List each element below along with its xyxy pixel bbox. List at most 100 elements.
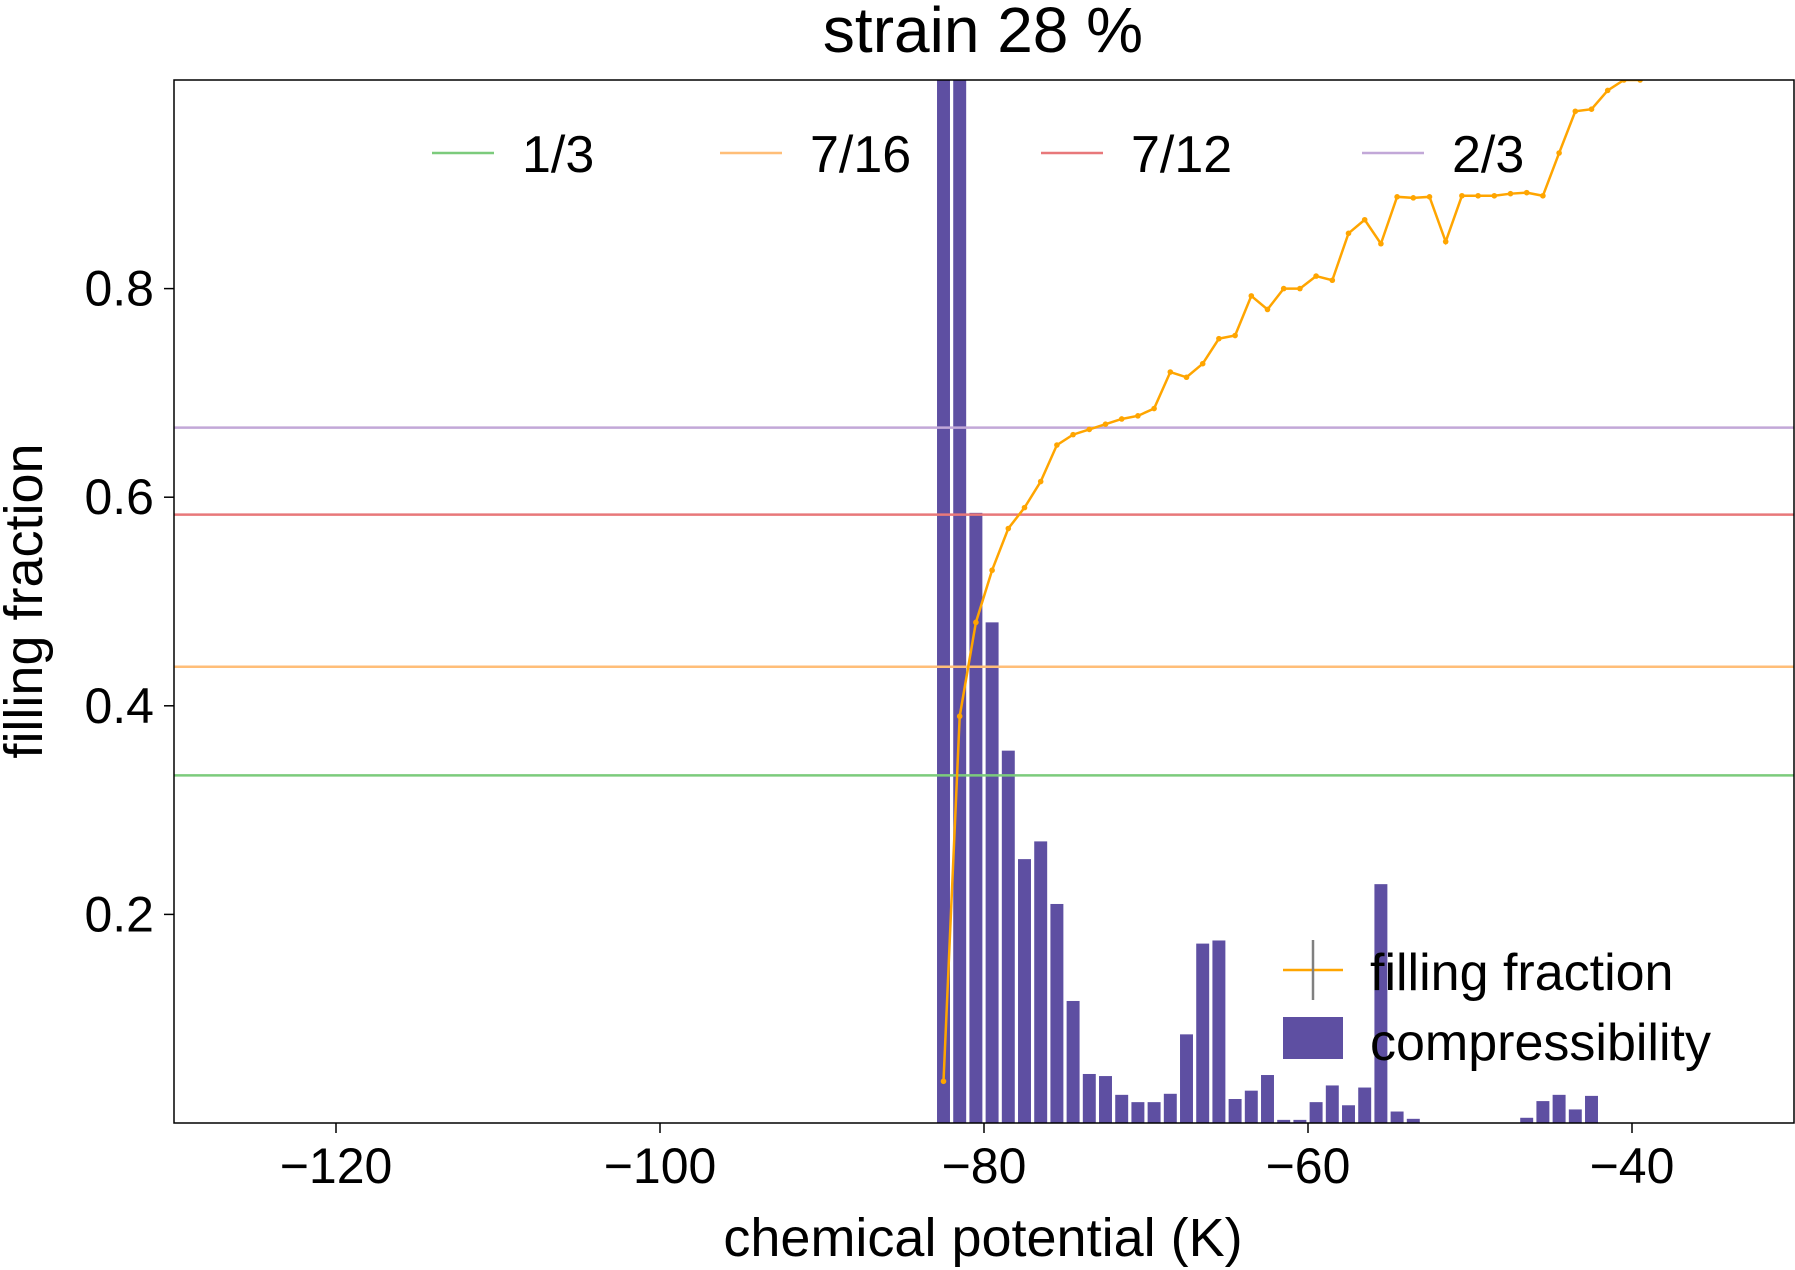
- filling-fraction-point: [1410, 195, 1417, 201]
- compressibility-bar: [1309, 1102, 1323, 1123]
- x-axis: −120 −100 −80 −60 −40: [280, 1123, 1675, 1194]
- compressibility-bar: [1325, 1085, 1339, 1123]
- filling-fraction-point: [1442, 238, 1449, 245]
- filling-fraction-point: [1199, 360, 1206, 367]
- filling-fraction-point: [1118, 416, 1125, 422]
- filling-fraction-point: [1313, 273, 1319, 279]
- reference-lines-legend: 1/3 7/16 7/12 2/3: [432, 126, 1524, 184]
- filling-fraction-point: [1183, 374, 1190, 381]
- filling-fraction-point: [1248, 293, 1255, 299]
- plot-area: [174, 80, 1794, 1123]
- compressibility-bar: [1228, 1099, 1242, 1123]
- filling-fraction-point: [1005, 525, 1012, 532]
- compressibility-bar: [1261, 1075, 1274, 1123]
- compressibility-bar: [1066, 1000, 1080, 1123]
- filling-fraction-point: [1021, 504, 1028, 511]
- compressibility-bar: [937, 80, 950, 1123]
- filling-fraction-point: [1054, 442, 1060, 448]
- filling-fraction-point: [1037, 478, 1044, 485]
- compressibility-bar: [1180, 1034, 1193, 1123]
- y-axis: 0.2 0.4 0.6 0.8: [84, 261, 174, 942]
- filling-fraction-point: [1232, 332, 1238, 339]
- filling-fraction-point: [1426, 194, 1433, 200]
- legend-swatch-bar: [1283, 1017, 1343, 1059]
- x-tick-label: −120: [280, 1138, 393, 1194]
- legend-label: filling fraction: [1370, 944, 1673, 1002]
- filling-fraction-point: [1345, 230, 1352, 237]
- x-axis-label: chemical potential (K): [723, 1208, 1242, 1268]
- compressibility-bar: [1406, 1118, 1420, 1123]
- compressibility-bar: [1342, 1105, 1355, 1123]
- compressibility-bar: [1358, 1087, 1372, 1123]
- filling-fraction-point: [1523, 189, 1530, 196]
- compressibility-bar: [1131, 1102, 1145, 1123]
- compressibility-bar: [1099, 1076, 1112, 1123]
- x-tick-label: −80: [942, 1138, 1027, 1194]
- compressibility-bar: [1374, 884, 1388, 1123]
- filling-fraction-point: [1459, 192, 1465, 199]
- filling-fraction-point: [1361, 216, 1368, 223]
- compressibility-bar: [1001, 750, 1015, 1123]
- series-legend: filling fraction compressibility: [1283, 940, 1711, 1072]
- compressibility-bar: [1018, 859, 1031, 1123]
- compressibility-bar: [1536, 1101, 1550, 1123]
- filling-fraction-point: [1135, 413, 1141, 419]
- filling-fraction-point: [1394, 194, 1400, 200]
- compressibility-bar: [1293, 1119, 1307, 1123]
- compressibility-bar: [1277, 1119, 1291, 1123]
- filling-fraction-point: [1297, 285, 1303, 292]
- filling-fraction-point: [1507, 190, 1514, 197]
- legend-label: 1/3: [522, 126, 594, 184]
- filling-fraction-line: [942, 80, 1641, 1082]
- filling-fraction-point: [1588, 106, 1595, 113]
- filling-fraction-point: [1102, 421, 1109, 427]
- filling-fraction-point: [1329, 277, 1336, 284]
- filling-fraction-point: [1086, 426, 1093, 433]
- compressibility-bar: [969, 512, 983, 1123]
- filling-fraction-point: [1540, 192, 1546, 199]
- filling-fraction-point: [1151, 405, 1157, 412]
- compressibility-bar: [1034, 841, 1048, 1123]
- filling-fraction-point: [940, 1078, 947, 1085]
- x-tick-label: −60: [1266, 1138, 1351, 1194]
- filling-fraction-point: [1070, 431, 1076, 438]
- compressibility-bar: [1115, 1094, 1129, 1123]
- filling-fraction-point: [1491, 192, 1498, 199]
- legend-label: 7/16: [810, 126, 911, 184]
- compressibility-bar: [1196, 943, 1210, 1123]
- filling-fraction-point: [1216, 335, 1222, 342]
- compressibility-bar: [1147, 1102, 1161, 1123]
- y-axis-label: filling fraction: [0, 443, 54, 758]
- compressibility-bar: [1390, 1111, 1404, 1123]
- filling-fraction-point: [1556, 150, 1562, 156]
- compressibility-bar: [953, 80, 967, 1123]
- filling-fraction-point: [956, 713, 963, 720]
- filling-fraction-point: [1167, 369, 1174, 375]
- legend-label: 7/12: [1131, 126, 1232, 184]
- y-tick-label: 0.8: [84, 261, 154, 317]
- compressibility-bar: [1050, 903, 1064, 1123]
- y-tick-label: 0.6: [84, 469, 154, 525]
- legend-label: 2/3: [1452, 126, 1524, 184]
- filling-fraction-point: [1475, 192, 1481, 199]
- x-tick-label: −40: [1590, 1138, 1675, 1194]
- y-tick-label: 0.4: [84, 678, 154, 734]
- filling-fraction-point: [1280, 285, 1287, 292]
- legend-label: compressibility: [1370, 1014, 1711, 1072]
- y-tick-label: 0.2: [84, 886, 154, 942]
- filling-fraction-point: [989, 567, 995, 574]
- compressibility-bar: [1585, 1095, 1598, 1123]
- compressibility-bar: [1244, 1090, 1258, 1123]
- compressibility-bar: [1163, 1093, 1177, 1123]
- compressibility-bar: [1552, 1094, 1566, 1123]
- filling-fraction-point: [973, 619, 979, 626]
- x-tick-label: −100: [604, 1138, 717, 1194]
- chart-title: strain 28 %: [823, 0, 1143, 66]
- compressibility-bar: [1082, 1073, 1096, 1123]
- compressibility-bar: [1568, 1109, 1582, 1123]
- filling-fraction-point: [1378, 240, 1384, 247]
- filling-fraction-point: [1264, 306, 1271, 313]
- compressibility-bar: [1520, 1117, 1534, 1123]
- compressibility-bar: [1212, 940, 1226, 1123]
